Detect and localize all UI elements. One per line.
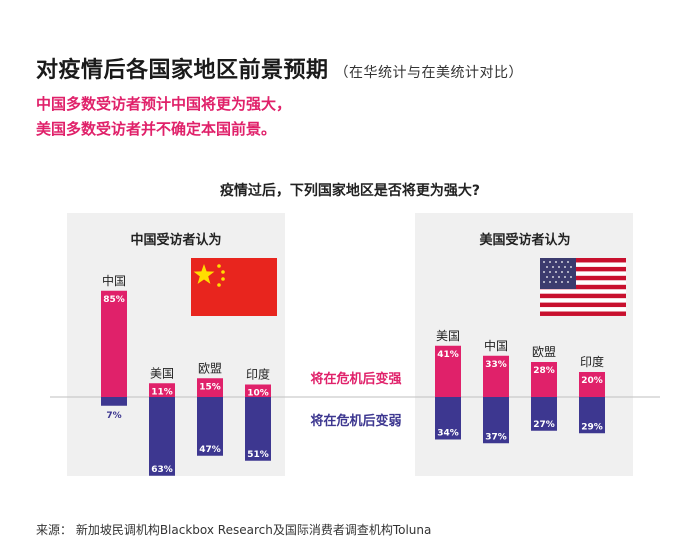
value-label-stronger-1-1: 33% [485, 360, 507, 370]
value-label-stronger-0-3: 10% [247, 389, 269, 399]
category-label-1-0: 美国 [436, 329, 460, 343]
bar-stronger-1-1 [483, 355, 509, 397]
category-label-1-2: 欧盟 [532, 345, 556, 359]
bar-weaker-0-1 [149, 397, 175, 476]
value-label-stronger-0-2: 15% [199, 382, 221, 392]
bar-weaker-0-2 [197, 397, 223, 456]
bar-weaker-1-1 [483, 397, 509, 444]
value-label-stronger-1-0: 41% [437, 350, 459, 360]
bar-stronger-1-3 [579, 372, 605, 397]
bar-weaker-0-0 [101, 397, 127, 406]
category-label-1-1: 中国 [484, 338, 508, 353]
panel-title-us: 美国受访者认为 [479, 233, 571, 248]
value-label-weaker-0-0: 7% [106, 411, 121, 421]
bar-stronger-1-2 [531, 362, 557, 397]
china-flag-icon [191, 258, 277, 316]
value-label-stronger-1-2: 28% [533, 366, 555, 376]
category-label-0-3: 印度 [246, 367, 270, 382]
category-label-0-2: 欧盟 [198, 361, 222, 375]
category-label-1-3: 印度 [580, 354, 604, 369]
legend-stronger: 将在危机后变强 [310, 371, 401, 387]
value-label-weaker-0-3: 51% [247, 450, 269, 460]
value-label-weaker-1-1: 37% [485, 432, 507, 442]
chart-question: 疫情过后，下列国家地区是否将更为强大? [219, 183, 481, 199]
page-title: 对疫情后各国家地区前景预期 （在华统计与在美统计对比） [36, 52, 523, 84]
value-label-weaker-1-3: 29% [581, 422, 603, 432]
category-label-0-0: 中国 [102, 273, 126, 288]
bar-weaker-0-3 [245, 397, 271, 461]
title-subtitle: （在华统计与在美统计对比） [334, 65, 524, 81]
bar-stronger-0-1 [149, 383, 175, 397]
value-label-weaker-0-1: 63% [151, 465, 173, 475]
usa-flag-icon [540, 258, 626, 316]
bar-stronger-0-0 [101, 290, 127, 397]
value-label-weaker-0-2: 47% [199, 445, 221, 455]
bar-weaker-1-2 [531, 397, 557, 431]
bar-stronger-0-2 [197, 378, 223, 397]
bar-weaker-1-3 [579, 397, 605, 434]
title-main: 对疫情后各国家地区前景预期 [36, 58, 329, 83]
key-finding-line-2: 美国多数受访者并不确定本国前景。 [36, 120, 277, 138]
bar-stronger-0-3 [245, 384, 271, 397]
bars-group: 中国 85% 7% 美国 11% 63% 欧盟 15% 47% 印度 10% 51% 美国 41% 34% 中… [101, 273, 605, 476]
panel-title-china: 中国受访者认为 [130, 233, 222, 248]
legend-weaker: 将在危机后变弱 [310, 413, 401, 429]
bar-weaker-1-0 [435, 397, 461, 440]
value-label-stronger-0-0: 85% [103, 295, 125, 305]
value-label-weaker-1-2: 27% [533, 420, 555, 430]
value-label-stronger-0-1: 11% [151, 387, 173, 397]
value-label-weaker-1-0: 34% [437, 429, 459, 439]
bar-stronger-1-0 [435, 345, 461, 397]
key-finding-line-1: 中国多数受访者预计中国将更为强大， [36, 95, 292, 113]
category-label-0-1: 美国 [150, 366, 174, 380]
source-note: 来源： 新加坡民调机构Blackbox Research及国际消费者调查机构To… [36, 523, 432, 537]
value-label-stronger-1-3: 20% [581, 376, 603, 386]
